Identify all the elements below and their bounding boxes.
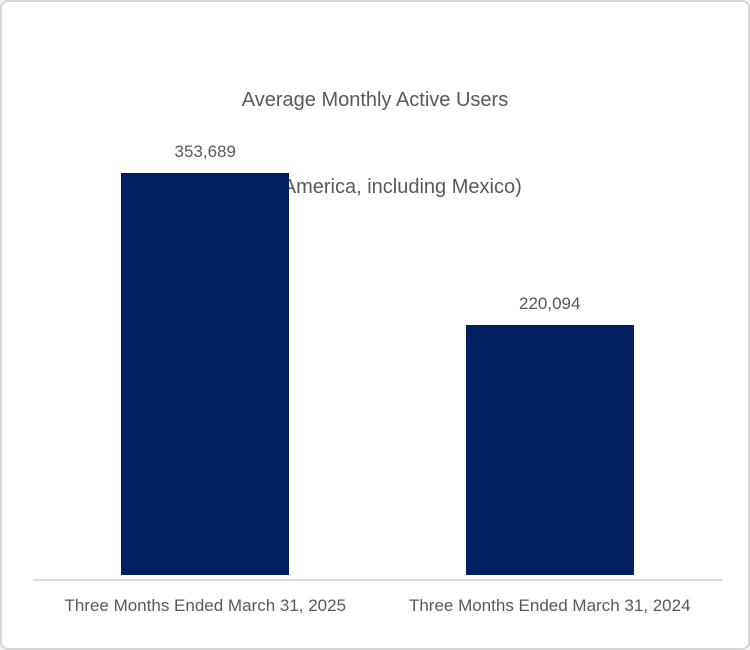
category-label-2024: Three Months Ended March 31, 2024: [408, 596, 691, 615]
category-label-2025: Three Months Ended March 31, 2025: [64, 596, 347, 615]
data-label-2024: 220,094: [519, 294, 581, 313]
chart-title: Average Monthly Active Users (Latin Amer…: [2, 28, 748, 260]
chart-title-line2: (Latin America, including Mexico): [228, 176, 522, 198]
bar-group-2025: 353,689: [33, 141, 378, 575]
chart-title-line1: Average Monthly Active Users: [241, 89, 509, 111]
x-axis-labels: Three Months Ended March 31, 2025 Three …: [33, 594, 722, 618]
bar-2024: [465, 325, 634, 575]
bar-group-2024: 220,094: [378, 293, 723, 575]
data-label-2025: 353,689: [174, 142, 236, 161]
x-axis-line: [33, 579, 722, 581]
plot-area: 353,689 220,094: [33, 95, 722, 575]
bar-2025: [121, 173, 290, 575]
